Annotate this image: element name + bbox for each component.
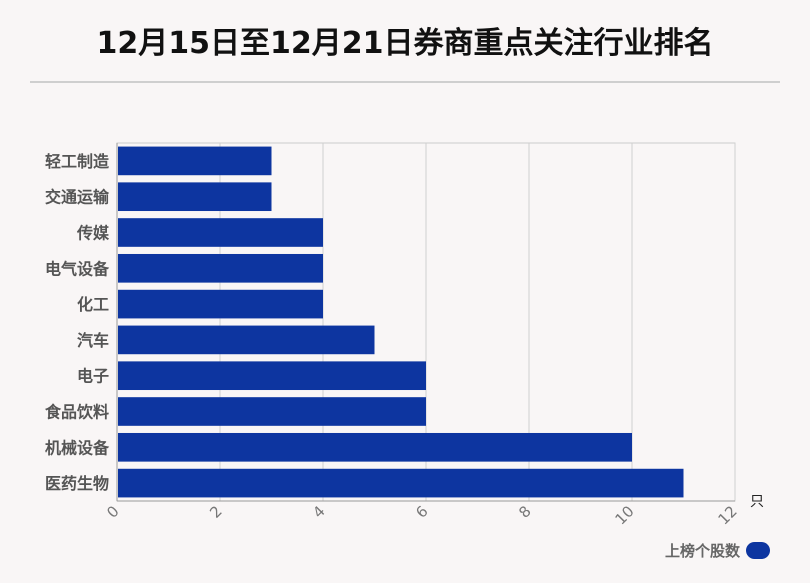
y-category-label: 化工 — [77, 295, 109, 314]
y-category-label: 医药生物 — [45, 474, 109, 493]
legend-swatch — [746, 542, 770, 559]
bar — [118, 325, 375, 355]
bar — [118, 182, 272, 212]
bar — [118, 146, 272, 176]
bar — [118, 289, 323, 319]
legend-label: 上榜个股数 — [664, 542, 740, 560]
bar — [118, 397, 426, 426]
y-category-label: 传媒 — [76, 224, 110, 243]
chart-title: 12月15日至12月21日券商重点关注行业排名 — [96, 26, 714, 61]
legend: 上榜个股数 — [665, 540, 770, 561]
x-tick-label: 8 — [515, 502, 534, 521]
bar — [118, 468, 684, 498]
bar — [118, 218, 323, 247]
title-divider — [30, 81, 780, 83]
y-category-label: 汽车 — [77, 331, 109, 350]
bar — [118, 253, 323, 283]
y-category-label: 轻工制造 — [45, 152, 110, 171]
y-category-label: 电子 — [77, 367, 109, 386]
x-tick-label: 10 — [611, 502, 637, 528]
unit-label: 只 — [750, 494, 764, 510]
x-tick-label: 12 — [714, 502, 740, 528]
bar — [118, 432, 632, 462]
y-category-label: 机械设备 — [45, 438, 110, 457]
x-tick-label: 6 — [412, 502, 431, 521]
y-category-label: 食品饮料 — [44, 403, 109, 422]
y-category-label: 交通运输 — [45, 188, 110, 207]
y-category-label: 电气设备 — [45, 259, 110, 278]
x-tick-label: 2 — [206, 502, 225, 521]
x-tick-label: 0 — [103, 502, 122, 521]
x-tick-label: 4 — [309, 502, 328, 521]
bar — [118, 361, 426, 391]
